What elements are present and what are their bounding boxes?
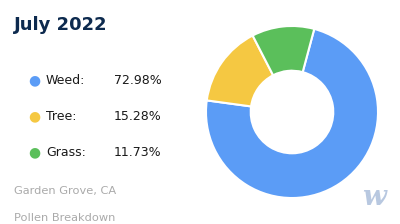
Text: July 2022: July 2022 [14,16,108,34]
Text: ●: ● [28,145,40,159]
Text: 15.28%: 15.28% [114,110,162,123]
Text: Weed:: Weed: [46,74,85,87]
Wedge shape [207,36,273,106]
Text: ●: ● [28,110,40,123]
Text: Grass:: Grass: [46,146,86,159]
Text: 11.73%: 11.73% [114,146,162,159]
Text: Pollen Breakdown: Pollen Breakdown [14,213,115,223]
Wedge shape [253,26,314,75]
Text: Tree:: Tree: [46,110,76,123]
Text: 72.98%: 72.98% [114,74,162,87]
Text: w: w [362,183,386,211]
Text: ●: ● [28,74,40,88]
Wedge shape [206,29,378,198]
Text: Garden Grove, CA: Garden Grove, CA [14,186,116,196]
